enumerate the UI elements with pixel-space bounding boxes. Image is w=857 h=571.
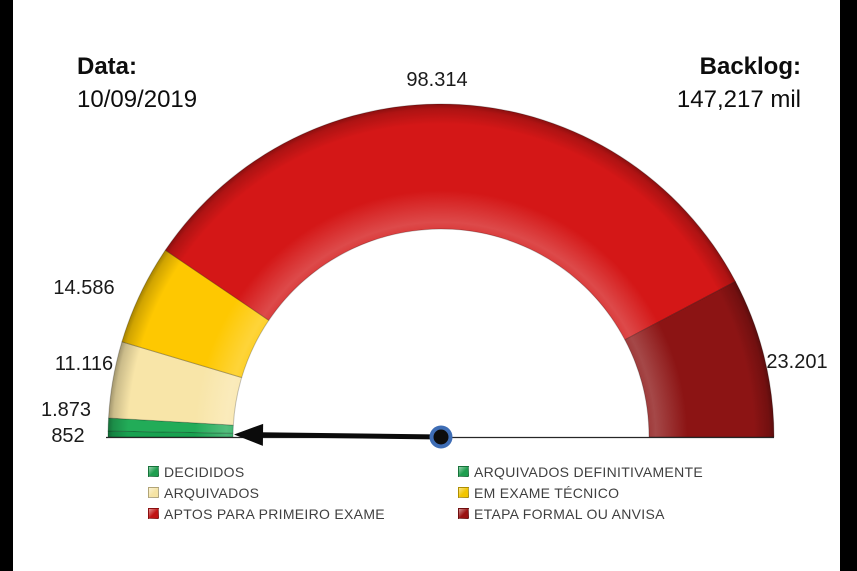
legend-label: ETAPA FORMAL OU ANVISA [474, 505, 665, 522]
gauge-segment-aptos-para-primeiro-exame [164, 103, 736, 341]
needle-shaft [259, 432, 442, 440]
segment-value-label: 98.314 [406, 69, 467, 91]
legend-marker-icon [148, 466, 159, 477]
needle-hub [429, 425, 453, 449]
legend-item: EM EXAME TÉCNICO [458, 482, 703, 503]
date-label: Data: [77, 53, 138, 80]
legend-marker-icon [458, 508, 469, 519]
legend-item: APTOS PARA PRIMEIRO EXAME [148, 503, 458, 524]
legend-label: DECIDIDOS [164, 463, 245, 480]
right-black-bar [840, 0, 857, 571]
backlog-block: Backlog: 147,217 mil [677, 50, 801, 116]
segment-value-label: 23.201 [766, 351, 827, 373]
legend-label: ARQUIVADOS [164, 484, 260, 501]
legend-label: EM EXAME TÉCNICO [474, 484, 620, 501]
date-value: 10/09/2019 [77, 86, 198, 113]
legend-marker-icon [148, 508, 159, 519]
backlog-label: Backlog: [699, 53, 801, 80]
segment-value-label: 14.586 [53, 277, 114, 299]
legend-column: ARQUIVADOS DEFINITIVAMENTE EM EXAME TÉCNI… [458, 461, 703, 524]
legend-item: ARQUIVADOS [148, 482, 458, 503]
legend-marker-icon [458, 466, 469, 477]
date-block: Data: 10/09/2019 [77, 50, 197, 116]
backlog-value: 147,217 mil [676, 86, 801, 113]
legend-column: DECIDIDOS ARQUIVADOS APTOS PARA PRIMEIRO E… [148, 461, 458, 524]
legend-label: ARQUIVADOS DEFINITIVAMENTE [474, 463, 703, 480]
legend-item: DECIDIDOS [148, 461, 458, 482]
legend-item: ETAPA FORMAL OU ANVISA [458, 503, 703, 524]
needle-arrowhead [234, 423, 264, 446]
legend-item: ARQUIVADOS DEFINITIVAMENTE [458, 461, 703, 482]
legend-label: APTOS PARA PRIMEIRO EXAME [164, 505, 385, 522]
segment-value-label: 852 [51, 425, 84, 447]
segment-value-label: 1.873 [41, 399, 91, 421]
segment-value-label: 11.116 [55, 353, 113, 375]
legend: DECIDIDOS ARQUIVADOS APTOS PARA PRIMEIRO E… [148, 461, 703, 524]
gauge-segment-arquivados-definitivamente [107, 417, 234, 434]
legend-marker-icon [458, 487, 469, 498]
left-black-bar [0, 0, 13, 571]
legend-marker-icon [148, 487, 159, 498]
